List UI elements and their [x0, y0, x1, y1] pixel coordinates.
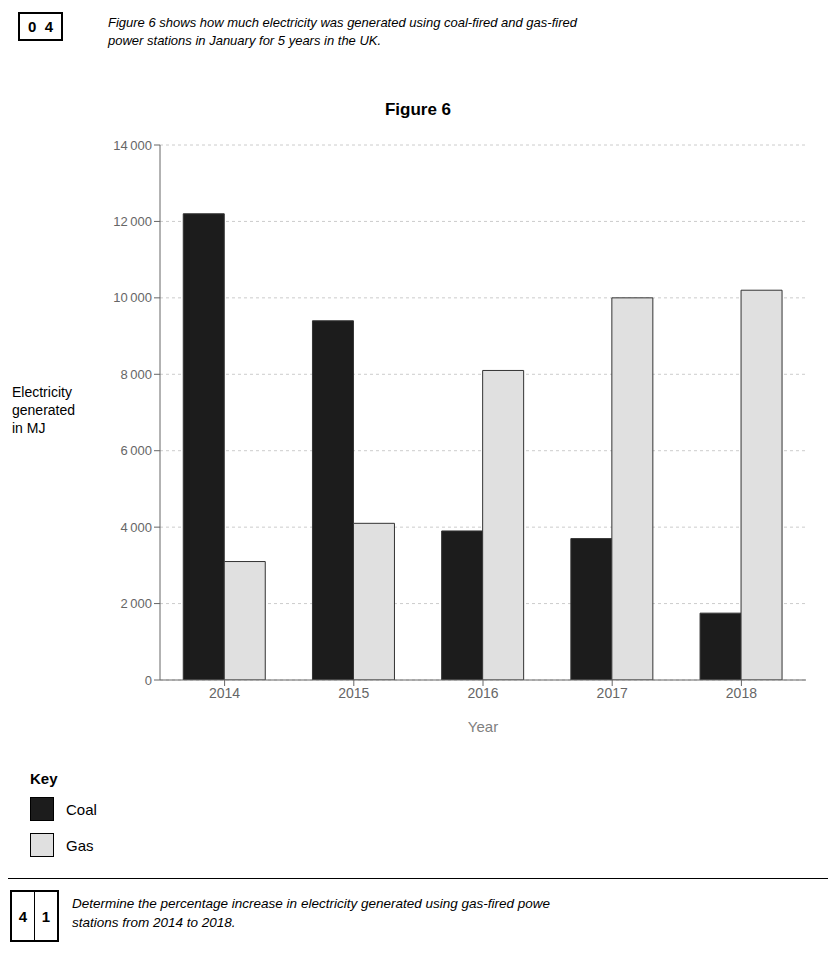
svg-text:8 000: 8 000 [120, 367, 152, 382]
html-text:4: 4 [18, 907, 28, 925]
svg-text:14 000: 14 000 [113, 138, 152, 153]
svg-text:2018: 2018 [726, 685, 757, 701]
svg-text:2016: 2016 [467, 685, 498, 701]
html-text:Key: Key [30, 770, 58, 787]
svg-text:2014: 2014 [209, 685, 240, 701]
html-text:Coal: Coal [66, 800, 97, 818]
html-text:0 4: 0 4 [28, 18, 53, 35]
svg-text:0: 0 [145, 673, 152, 688]
svg-text:Year: Year [468, 718, 498, 735]
svg-text:10 000: 10 000 [113, 290, 152, 305]
html-text:Determine the percentage incre: Determine the percentage increase in ele… [72, 896, 550, 930]
svg-text:12 000: 12 000 [113, 214, 152, 229]
svg-text:4 000: 4 000 [120, 520, 152, 535]
html-text:Figure 6: Figure 6 [384, 100, 452, 119]
html-text:Electricity generated in MJ: Electricity generated in MJ [12, 383, 76, 436]
html-text:Gas: Gas [66, 836, 94, 854]
html-text:1: 1 [41, 907, 51, 925]
svg-text:2017: 2017 [597, 685, 628, 701]
svg-text:6 000: 6 000 [120, 443, 152, 458]
html-text:Figure 6 shows how much electr: Figure 6 shows how much electricity was … [108, 15, 577, 48]
svg-text:2015: 2015 [338, 685, 369, 701]
svg-text:2 000: 2 000 [120, 596, 152, 611]
